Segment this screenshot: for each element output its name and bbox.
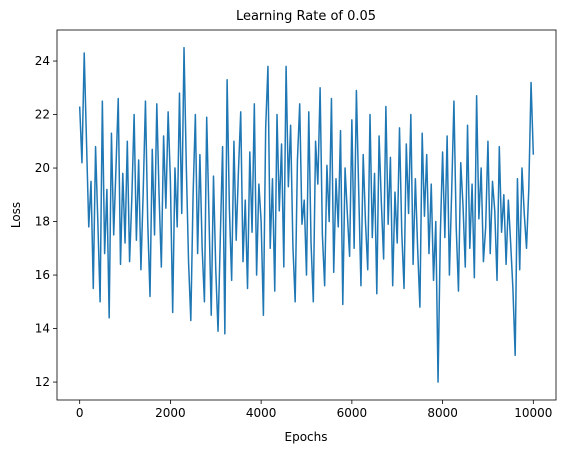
x-tick-label: 10000 (514, 406, 552, 420)
y-tick-label: 18 (35, 215, 50, 229)
y-tick-label: 12 (35, 375, 50, 389)
x-axis-label: Epochs (285, 430, 328, 444)
plot-frame (56, 29, 557, 401)
x-tick-label: 4000 (246, 406, 277, 420)
x-tick-label: 8000 (427, 406, 458, 420)
y-tick-label: 24 (35, 54, 50, 68)
x-tick-label: 0 (76, 406, 84, 420)
chart-title: Learning Rate of 0.05 (236, 9, 376, 24)
y-axis-label: Loss (9, 202, 23, 228)
x-tick-label: 6000 (337, 406, 368, 420)
loss-line (78, 46, 535, 383)
y-tick-label: 22 (35, 108, 50, 122)
y-tick-label: 20 (35, 161, 50, 175)
y-tick-label: 14 (35, 322, 50, 336)
x-tick-label: 2000 (155, 406, 186, 420)
y-tick-label: 16 (35, 268, 50, 282)
